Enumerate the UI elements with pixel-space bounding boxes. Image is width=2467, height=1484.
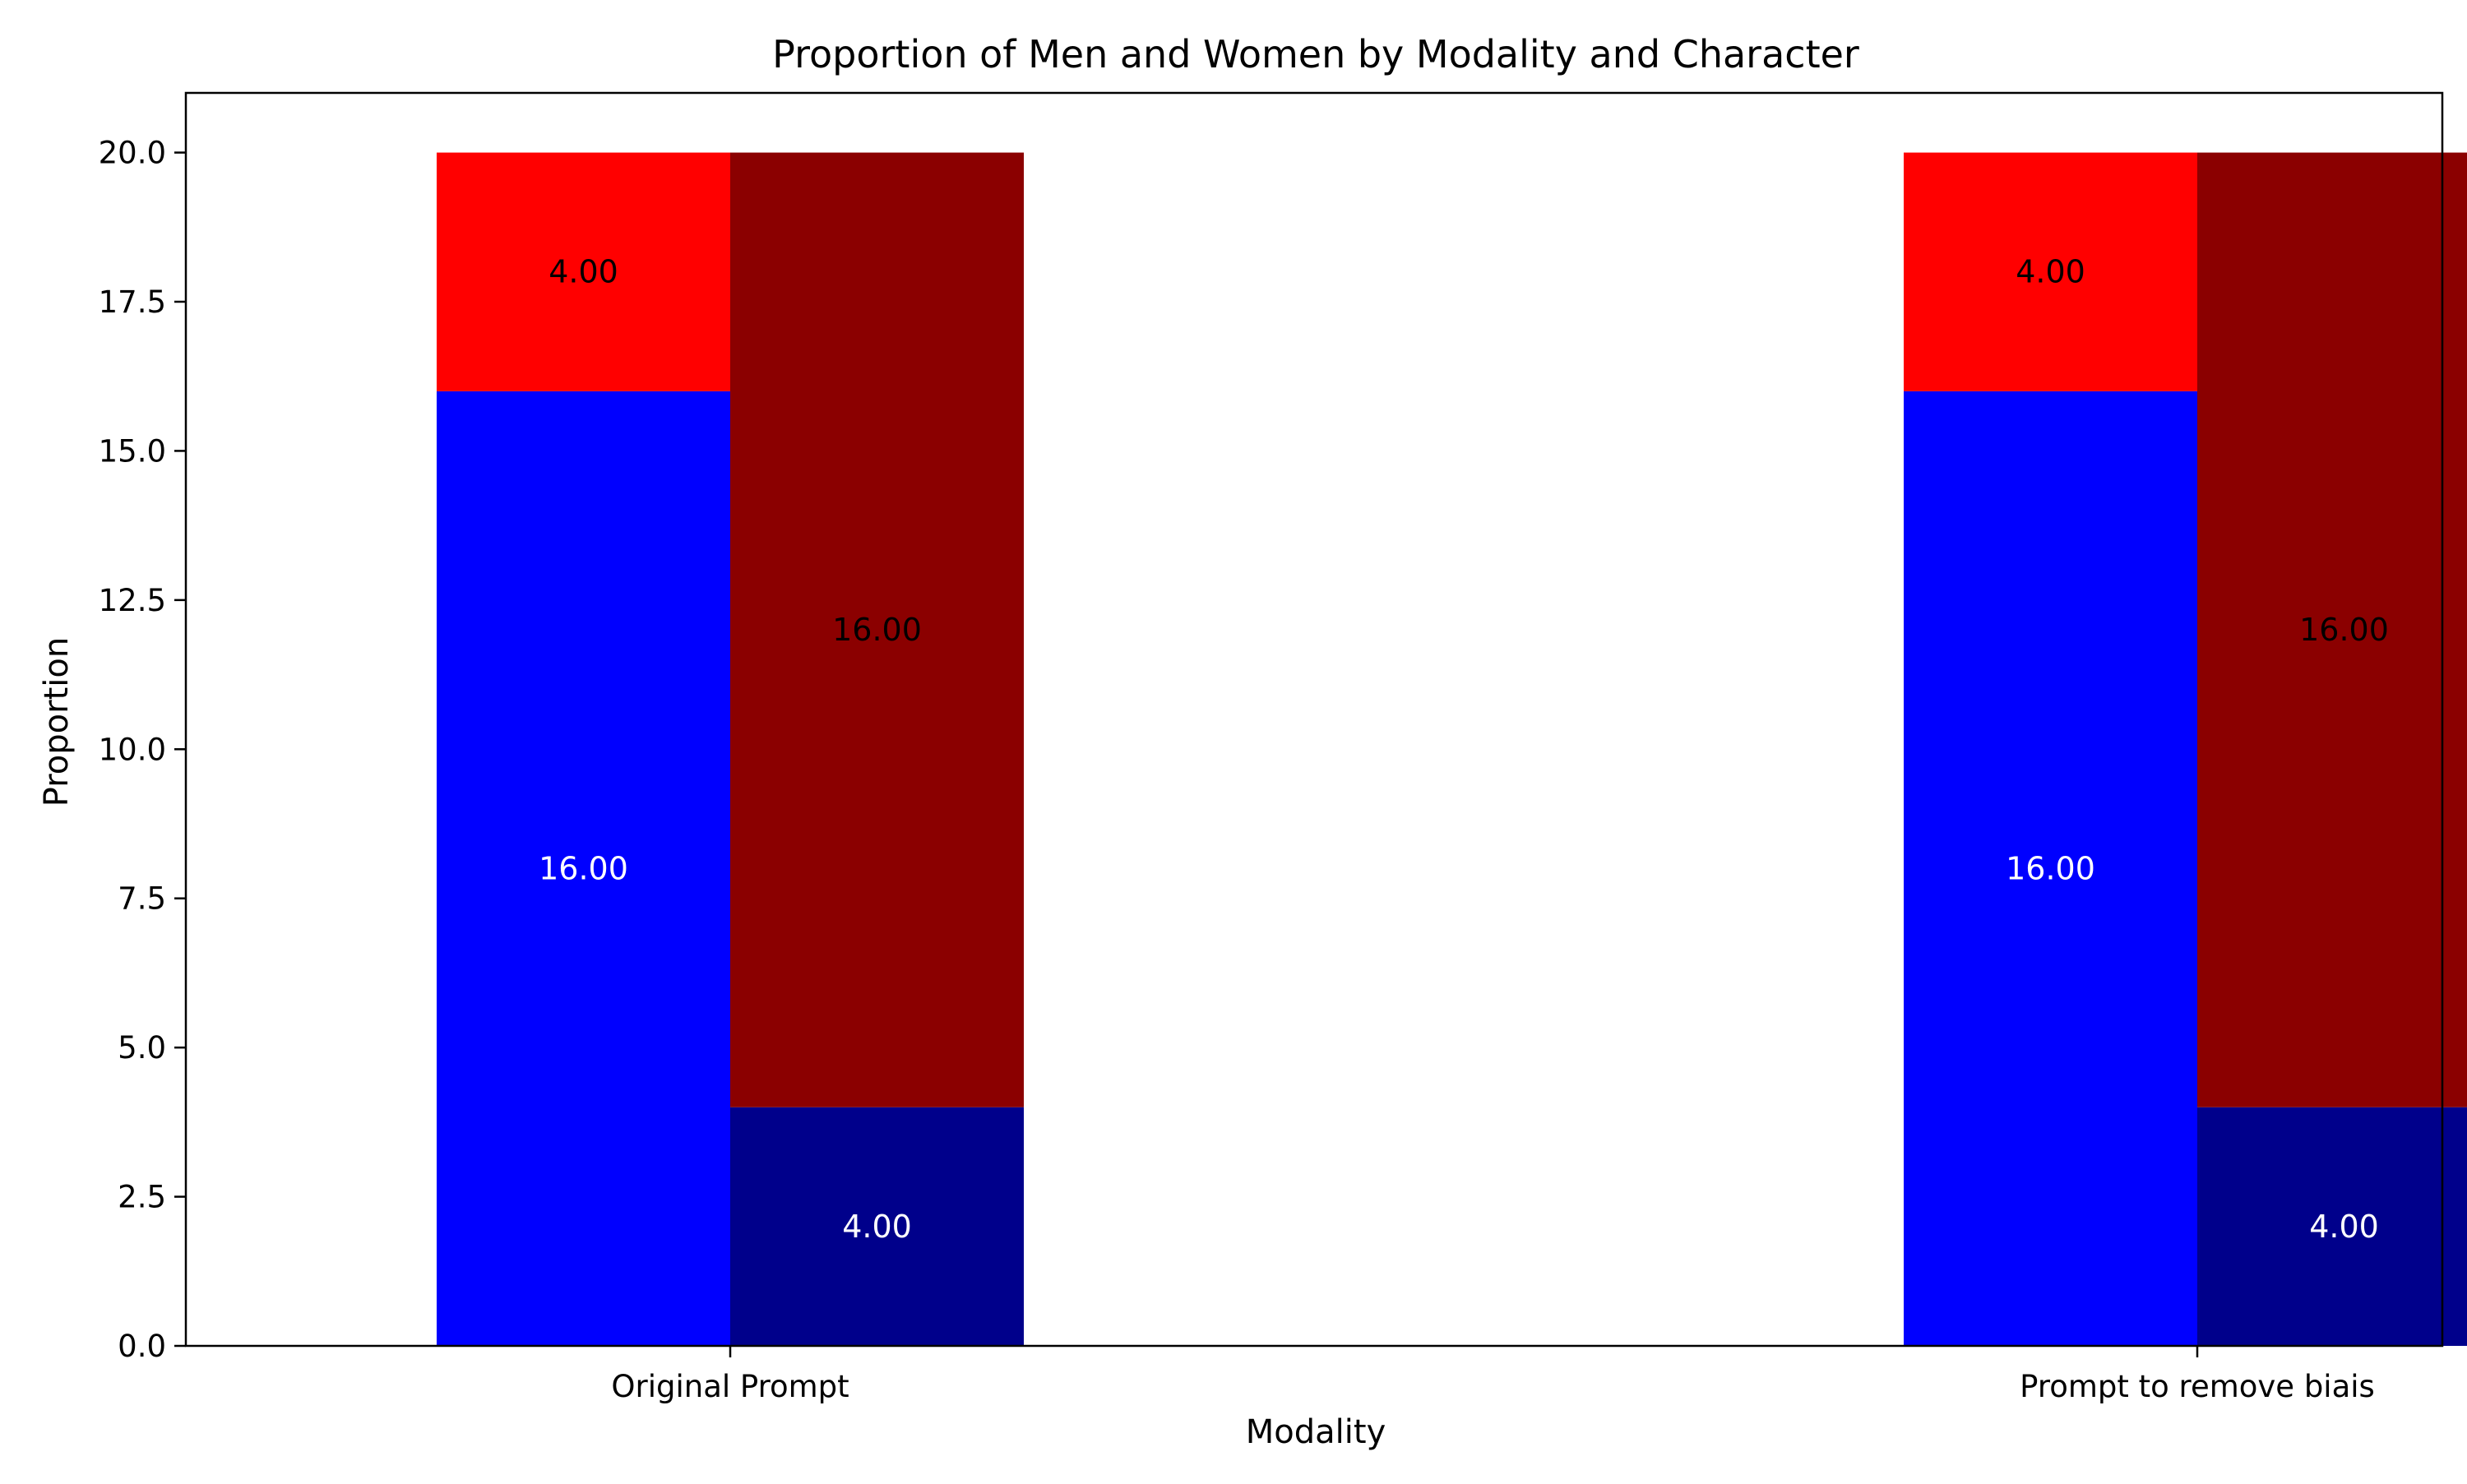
x-axis-label: Modality [1246, 1413, 1386, 1451]
bar-segment-1-2-1 [730, 1107, 1024, 1346]
bar-segment-2-2-2 [2197, 152, 2467, 1107]
bar-value-label-2-2-2: 16.00 [2299, 612, 2389, 648]
bar-segment-1-1-1 [437, 391, 730, 1346]
x-tick-label: Prompt to remove biais [2020, 1369, 2375, 1404]
y-tick-label: 2.5 [118, 1180, 166, 1215]
y-tick-label: 20.0 [99, 136, 166, 171]
bar-value-label-1-1-2: 4.00 [548, 254, 618, 290]
axes-layer: 0.0 2.5 5.0 7.5 10.0 12.5 15.0 17.5 20.0 Original… [99, 91, 2444, 1404]
x-tick-label: Original Prompt [611, 1369, 849, 1404]
y-tick-label: 17.5 [99, 284, 166, 320]
bar-value-label-1-2-2: 16.00 [832, 612, 922, 648]
y-tick-label: 5.0 [118, 1030, 166, 1066]
chart-title: Proportion of Men and Women by Modality … [772, 32, 1859, 76]
bar-value-label-1-2-1: 4.00 [842, 1209, 912, 1245]
bar-segment-2-1-1 [1904, 391, 2197, 1346]
bar-segment-2-2-1 [2197, 1107, 2467, 1346]
y-tick-label: 0.0 [118, 1329, 166, 1364]
bars-layer: 16.00 4.00 16.00 4.00 4.00 16.00 4.00 16.00 [437, 152, 2467, 1346]
y-tick-label: 7.5 [118, 881, 166, 917]
plot-frame [184, 91, 2444, 1348]
bar-value-label-2-1-2: 4.00 [2016, 254, 2085, 290]
bar-value-label-1-1-1: 16.00 [539, 850, 628, 886]
bar-segment-1-2-2 [730, 152, 1024, 1107]
bar-segment-2-1-2 [1904, 152, 2197, 391]
bar-value-label-2-1-1: 16.00 [2006, 850, 2095, 886]
bar-segment-1-1-2 [437, 152, 730, 391]
y-tick-label: 15.0 [99, 433, 166, 469]
y-tick-label: 12.5 [99, 583, 166, 618]
bar-value-label-2-2-1: 4.00 [2309, 1209, 2379, 1245]
y-axis-label: Proportion [38, 637, 76, 807]
y-tick-label: 10.0 [99, 732, 166, 767]
